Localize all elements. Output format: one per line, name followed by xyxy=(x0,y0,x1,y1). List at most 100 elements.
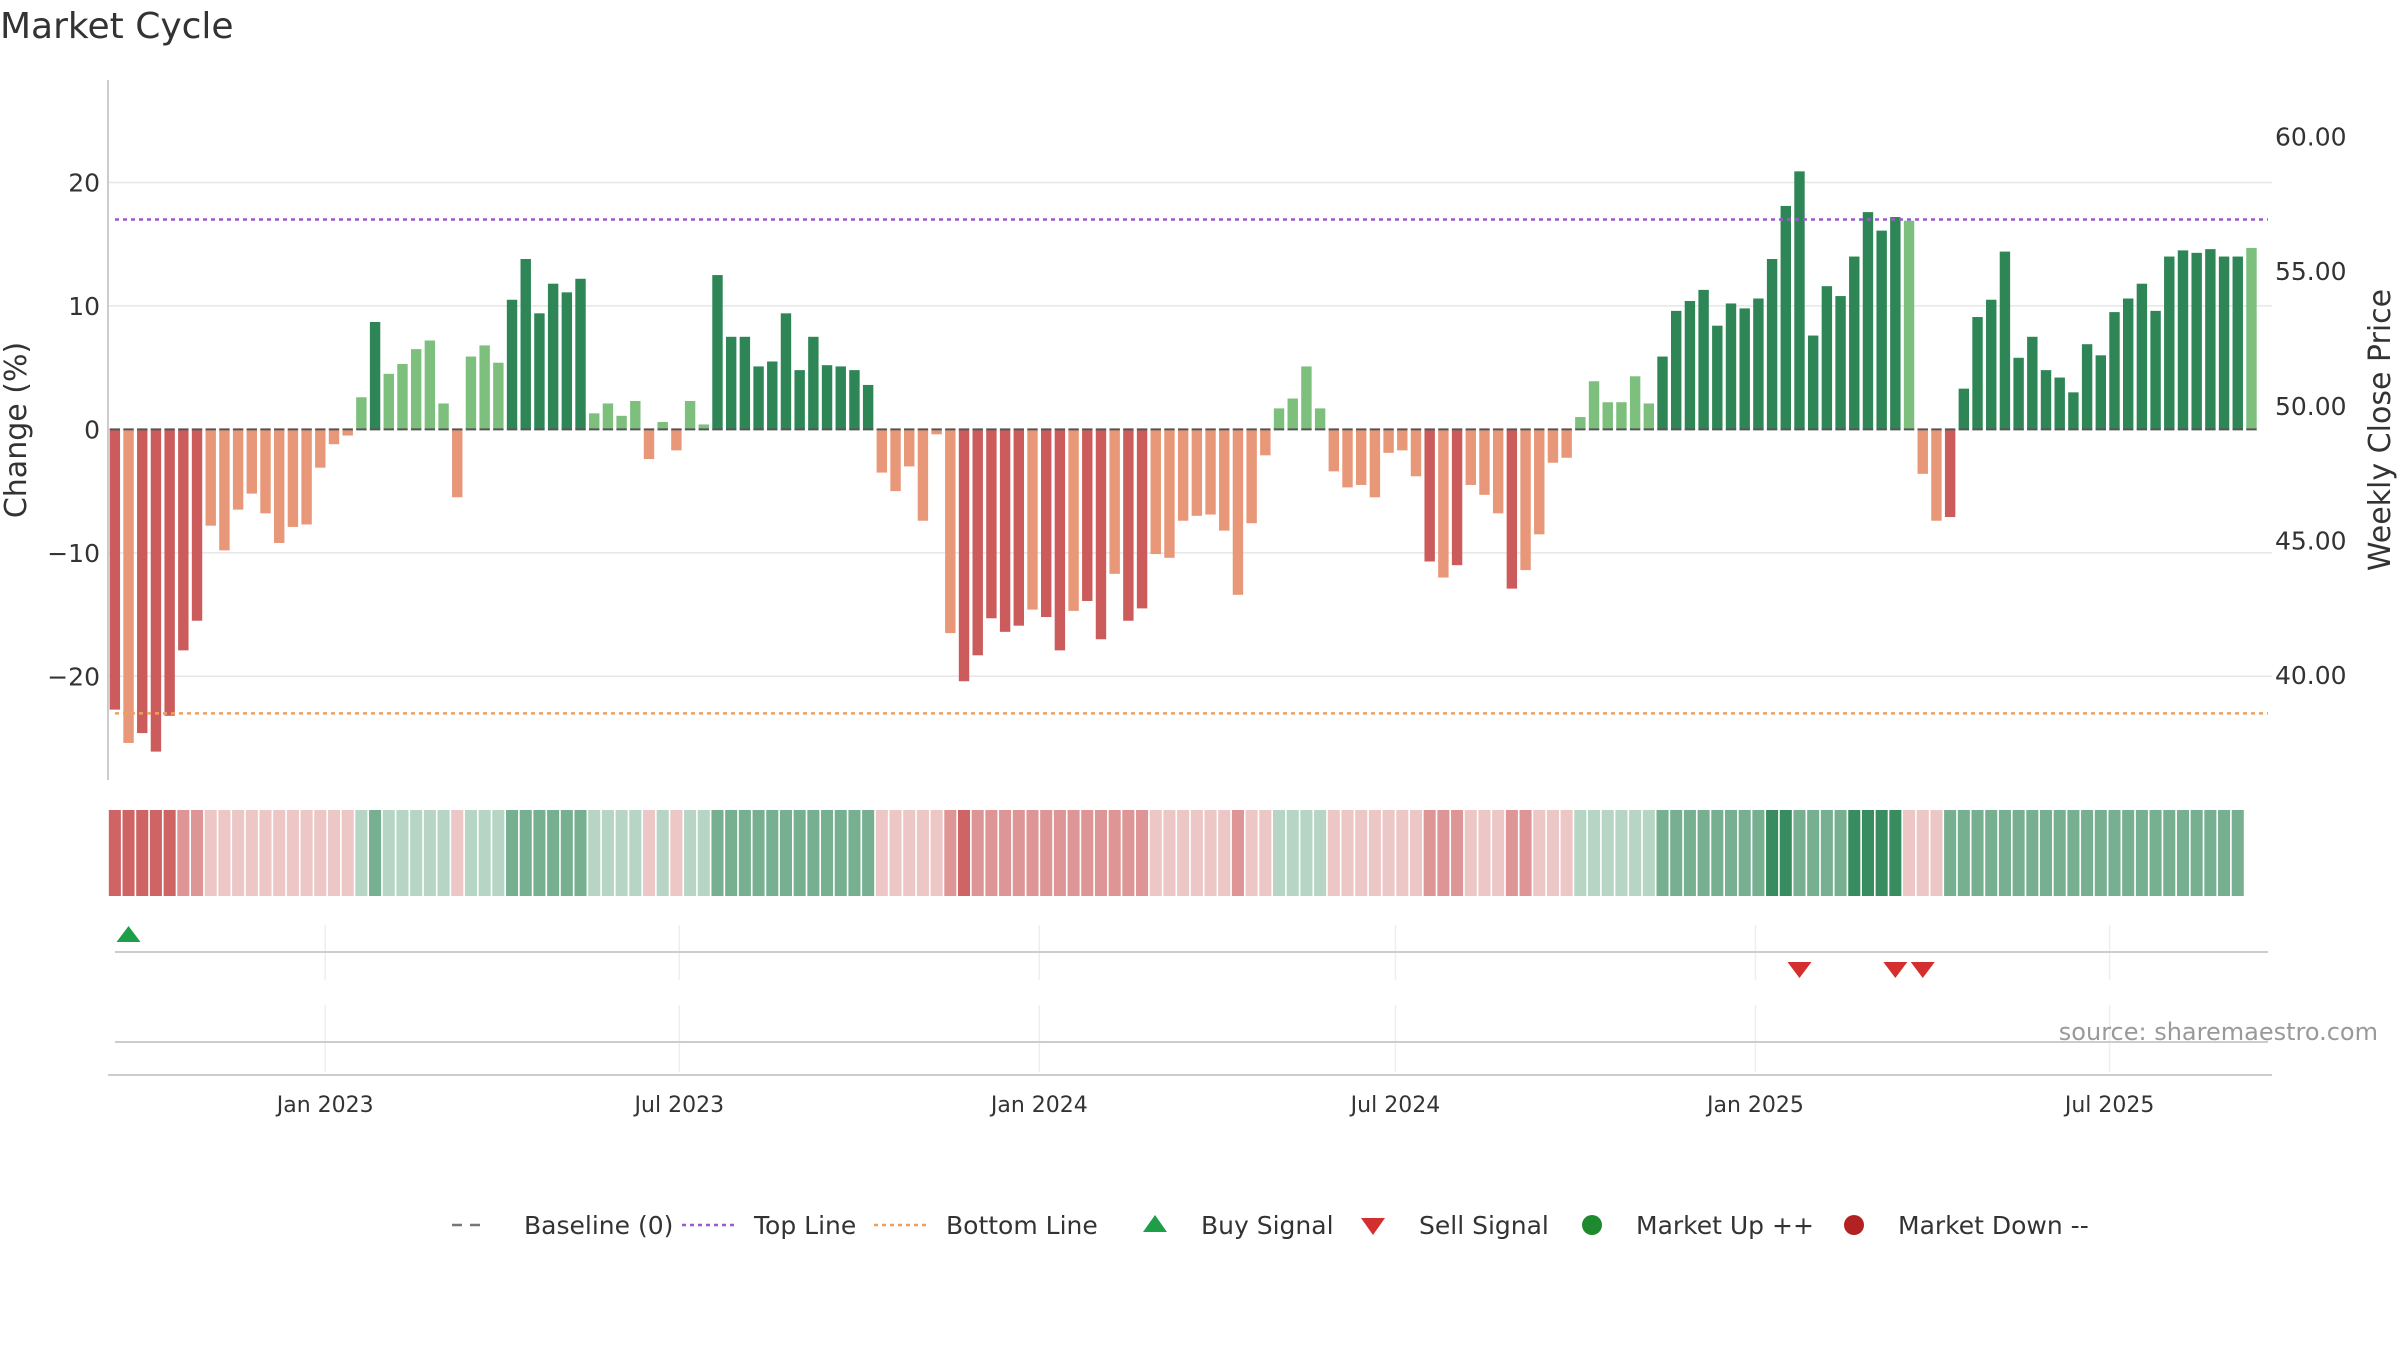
legend: Baseline (0) Top Line Bottom Line Buy Signa… xyxy=(452,1211,2089,1240)
heat-cell xyxy=(738,810,751,896)
legend-label: Top Line xyxy=(753,1211,856,1240)
heat-cell xyxy=(1875,810,1888,896)
heat-cell xyxy=(821,810,834,896)
heat-cell xyxy=(615,810,628,896)
buy-signal-marker xyxy=(116,926,141,942)
heat-cell xyxy=(1629,810,1642,896)
heat-cell xyxy=(903,810,916,896)
heat-cell xyxy=(670,810,683,896)
change-bar xyxy=(821,365,833,430)
y-tick-label: −20 xyxy=(47,662,100,691)
source-label: source: sharemaestro.com xyxy=(2059,1018,2378,1046)
heat-cell xyxy=(2012,810,2025,896)
heat-cell xyxy=(1601,810,1614,896)
heat-cell xyxy=(629,810,642,896)
heat-cell xyxy=(519,810,532,896)
change-bar xyxy=(219,429,230,551)
change-bar xyxy=(493,362,504,430)
heat-cell xyxy=(642,810,656,896)
heat-cell xyxy=(1944,810,1957,896)
change-bar xyxy=(356,397,367,430)
heat-cell xyxy=(369,810,382,896)
change-bar xyxy=(2232,256,2243,430)
change-bar xyxy=(191,429,203,621)
heat-cell xyxy=(1711,810,1724,896)
change-bar xyxy=(1588,381,1600,430)
heat-cell xyxy=(1971,810,1984,896)
change-bar xyxy=(424,340,436,430)
triangle-up-icon xyxy=(1143,1215,1167,1232)
heat-cell xyxy=(1985,810,1998,896)
change-bar xyxy=(1027,429,1038,610)
change-bar xyxy=(1054,429,1066,651)
change-bar xyxy=(1136,429,1148,609)
change-bar xyxy=(1876,230,1887,430)
change-bar xyxy=(1643,403,1655,430)
change-bar xyxy=(1616,402,1627,430)
legend-item-baseline: Baseline (0) xyxy=(452,1211,673,1240)
heat-cell xyxy=(1314,810,1327,896)
heat-cell xyxy=(1464,810,1477,896)
heat-cell xyxy=(1040,810,1053,896)
heat-cell xyxy=(1793,810,1806,896)
heat-cell xyxy=(1848,810,1861,896)
legend-label: Bottom Line xyxy=(946,1211,1098,1240)
heat-cell xyxy=(437,810,450,896)
change-bar xyxy=(1821,286,1833,430)
heat-cell xyxy=(1272,810,1286,896)
change-bar xyxy=(999,429,1011,632)
right-y-tick-label: 60.00 xyxy=(2275,123,2347,152)
change-bar xyxy=(1342,429,1353,488)
heat-cell xyxy=(1998,810,2011,896)
heat-cell xyxy=(2163,810,2176,896)
heat-cell xyxy=(396,810,409,896)
heat-cell xyxy=(2176,810,2190,896)
heat-cell xyxy=(204,810,217,896)
heat-cell xyxy=(779,810,792,896)
change-bar xyxy=(904,429,915,467)
change-bar xyxy=(383,373,394,430)
heat-cell xyxy=(451,810,464,896)
heat-cell xyxy=(1423,810,1436,896)
heat-cell xyxy=(286,810,299,896)
heat-cell xyxy=(2053,810,2066,896)
heat-cell xyxy=(560,810,573,896)
x-tick-label: Jan 2025 xyxy=(1705,1093,1804,1118)
legend-label: Buy Signal xyxy=(1201,1211,1334,1240)
heat-cell xyxy=(1163,810,1176,896)
heat-cell xyxy=(1670,810,1683,896)
heat-cell xyxy=(2218,810,2231,896)
change-bar xyxy=(1972,317,1983,430)
change-bar xyxy=(1766,259,1778,430)
right-y-tick-label: 40.00 xyxy=(2275,661,2347,690)
change-bar xyxy=(1739,308,1750,430)
heat-cell xyxy=(1341,810,1354,896)
change-bar xyxy=(931,429,942,435)
change-bar xyxy=(1931,429,1942,521)
change-bar xyxy=(561,292,573,430)
change-bar xyxy=(1671,310,1682,430)
heat-cell xyxy=(533,810,546,896)
change-bar xyxy=(465,356,477,430)
change-bar xyxy=(2081,344,2093,430)
change-bar xyxy=(1410,429,1422,477)
heat-cell xyxy=(410,810,423,896)
x-tick-label: Jul 2023 xyxy=(633,1093,725,1118)
change-bar xyxy=(1958,388,1970,430)
heat-cell xyxy=(547,810,560,896)
change-bar xyxy=(1164,429,1175,558)
change-bar xyxy=(1944,429,1956,518)
circle-icon xyxy=(1582,1215,1602,1235)
heat-cell xyxy=(574,810,587,896)
heat-cell xyxy=(149,810,162,896)
change-bar xyxy=(123,429,134,743)
change-bar xyxy=(1862,212,1874,430)
change-bar xyxy=(684,400,696,430)
heat-cell xyxy=(1889,810,1902,896)
right-y-ticks: 40.00 45.00 50.00 55.00 60.00 xyxy=(2275,123,2347,690)
heat-cell xyxy=(957,810,971,896)
change-bar xyxy=(1602,402,1613,430)
change-bar xyxy=(1986,299,1997,430)
change-bar xyxy=(479,345,490,430)
heat-cell xyxy=(1382,810,1395,896)
